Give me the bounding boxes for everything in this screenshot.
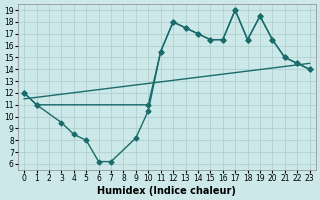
X-axis label: Humidex (Indice chaleur): Humidex (Indice chaleur) xyxy=(98,186,236,196)
